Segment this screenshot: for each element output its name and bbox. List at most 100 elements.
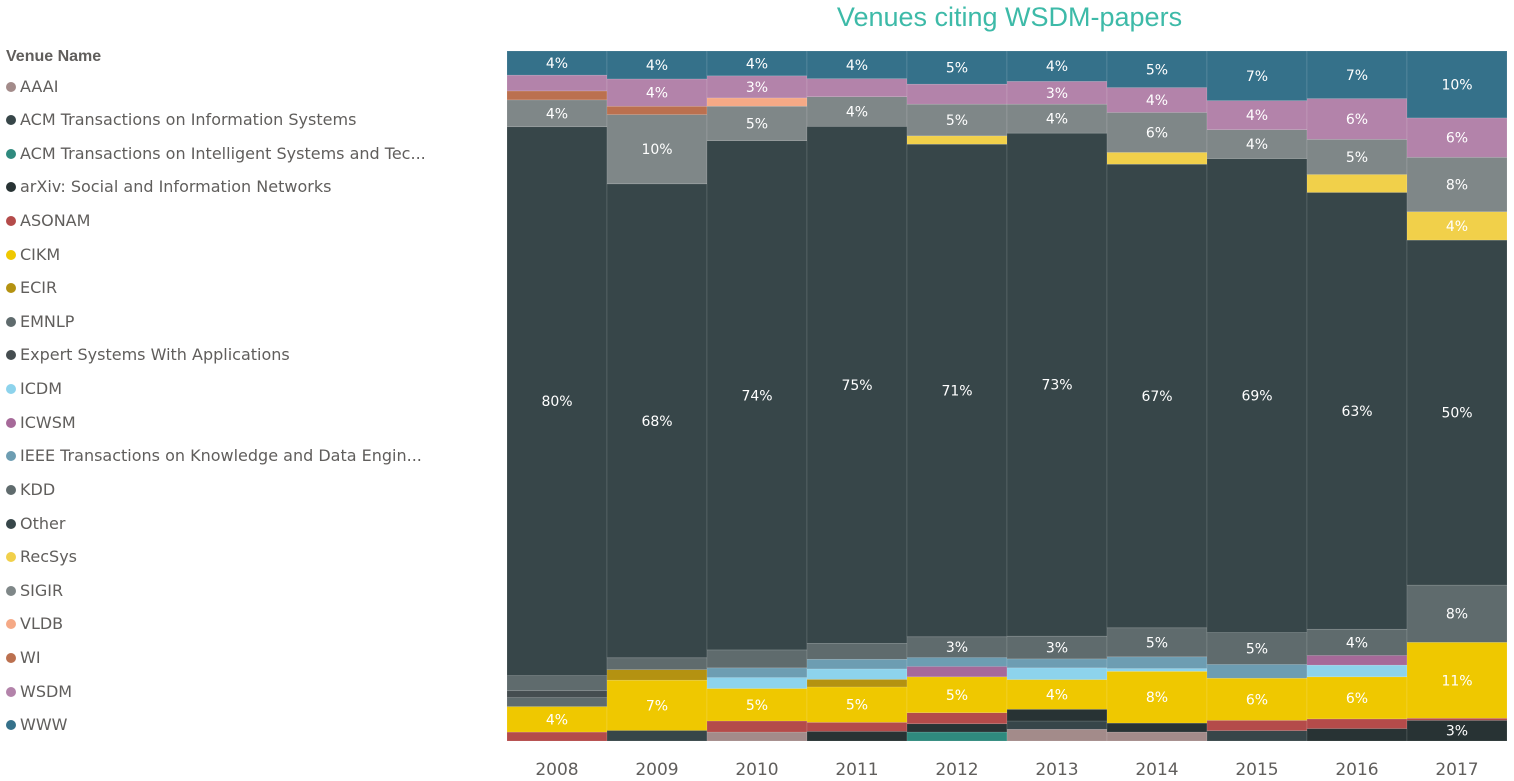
legend-item[interactable]: ACM Transactions on Information Systems — [6, 103, 476, 137]
bar-segment[interactable] — [806, 658, 908, 670]
bar-segment[interactable] — [1006, 658, 1108, 669]
bar-segment[interactable] — [1106, 731, 1208, 742]
bar-segment[interactable] — [1206, 100, 1308, 130]
bar-segment[interactable] — [906, 657, 1008, 667]
bar-segment[interactable] — [606, 657, 708, 670]
bar-segment[interactable] — [1406, 50, 1508, 119]
bar-segment[interactable] — [606, 114, 708, 185]
bar-segment[interactable] — [1106, 722, 1208, 733]
bar-segment[interactable] — [1106, 671, 1208, 724]
legend-item[interactable]: arXiv: Social and Information Networks — [6, 170, 476, 204]
bar-segment[interactable] — [1406, 211, 1508, 241]
bar-segment[interactable] — [1106, 152, 1208, 165]
bar-segment[interactable] — [506, 126, 608, 676]
legend-item[interactable]: Other — [6, 507, 476, 541]
bar-segment[interactable] — [1206, 158, 1308, 633]
bar-segment[interactable] — [1306, 664, 1408, 678]
bar-segment[interactable] — [1306, 718, 1408, 729]
legend-item[interactable]: RecSys — [6, 540, 476, 574]
bar-segment[interactable] — [506, 90, 608, 101]
bar-segment[interactable] — [706, 720, 808, 733]
bar-segment[interactable] — [806, 78, 908, 98]
bar-segment[interactable] — [706, 105, 808, 141]
legend-item[interactable]: ECIR — [6, 271, 476, 305]
bar-segment[interactable] — [506, 690, 608, 698]
bar-segment[interactable] — [1006, 720, 1108, 730]
bar-segment[interactable] — [1306, 174, 1408, 193]
bar-segment[interactable] — [906, 50, 1008, 85]
bar-segment[interactable] — [1406, 117, 1508, 158]
legend-item[interactable]: ICWSM — [6, 406, 476, 440]
bar-segment[interactable] — [706, 97, 808, 107]
bar-segment[interactable] — [906, 723, 1008, 733]
bar-segment[interactable] — [906, 666, 1008, 678]
bar-segment[interactable] — [606, 679, 708, 731]
bar-segment[interactable] — [1406, 156, 1508, 213]
legend-item[interactable]: Expert Systems With Applications — [6, 338, 476, 372]
bar-segment[interactable] — [1206, 730, 1308, 742]
legend-item[interactable]: KDD — [6, 473, 476, 507]
bar-segment[interactable] — [1406, 239, 1508, 586]
bar-segment[interactable] — [506, 50, 608, 76]
bar-segment[interactable] — [706, 731, 808, 742]
bar-segment[interactable] — [1106, 656, 1208, 669]
bar-segment[interactable] — [906, 731, 1008, 742]
bar-segment[interactable] — [1406, 717, 1508, 721]
legend-item[interactable]: IEEE Transactions on Knowledge and Data … — [6, 439, 476, 473]
legend-item[interactable]: WSDM — [6, 675, 476, 709]
bar-segment[interactable] — [706, 677, 808, 689]
legend-item[interactable]: WWW — [6, 708, 476, 742]
bar-segment[interactable] — [1306, 50, 1408, 99]
legend-item[interactable]: ICDM — [6, 372, 476, 406]
bar-segment[interactable] — [1306, 728, 1408, 742]
bar-segment[interactable] — [1006, 679, 1108, 710]
legend-item[interactable]: AAAI — [6, 70, 476, 104]
bar-segment[interactable] — [1006, 132, 1108, 637]
bar-segment[interactable] — [906, 143, 1008, 638]
bar-segment[interactable] — [806, 679, 908, 688]
bar-segment[interactable] — [906, 103, 1008, 137]
bar-segment[interactable] — [1306, 676, 1408, 720]
bar-segment[interactable] — [606, 730, 708, 742]
bar-segment[interactable] — [1006, 667, 1108, 680]
bar-segment[interactable] — [906, 676, 1008, 714]
bar-segment[interactable] — [1006, 708, 1108, 722]
legend-item[interactable]: VLDB — [6, 607, 476, 641]
bar-segment[interactable] — [806, 686, 908, 723]
legend-item[interactable]: WI — [6, 641, 476, 675]
bar-segment[interactable] — [606, 78, 708, 107]
bar-segment[interactable] — [1206, 50, 1308, 101]
bar-segment[interactable] — [1006, 728, 1108, 742]
bar-segment[interactable] — [1406, 642, 1508, 719]
bar-segment[interactable] — [1206, 719, 1308, 731]
bar-segment[interactable] — [1106, 668, 1208, 672]
bar-segment[interactable] — [606, 183, 708, 659]
bar-segment[interactable] — [806, 50, 908, 80]
bar-segment[interactable] — [706, 667, 808, 678]
bar-segment[interactable] — [506, 731, 608, 742]
bar-segment[interactable] — [906, 712, 1008, 725]
legend-item[interactable]: EMNLP — [6, 305, 476, 339]
bar-segment[interactable] — [1006, 103, 1108, 134]
bar-segment[interactable] — [806, 721, 908, 732]
bar-segment[interactable] — [1206, 677, 1308, 721]
bar-segment[interactable] — [506, 697, 608, 707]
legend-item[interactable]: ASONAM — [6, 204, 476, 238]
bar-segment[interactable] — [606, 50, 708, 80]
bar-segment[interactable] — [1306, 98, 1408, 140]
bar-segment[interactable] — [1306, 628, 1408, 656]
bar-segment[interactable] — [506, 74, 608, 92]
bar-segment[interactable] — [1206, 664, 1308, 679]
bar-segment[interactable] — [1006, 50, 1108, 82]
bar-segment[interactable] — [806, 126, 908, 644]
bar-segment[interactable] — [606, 669, 708, 681]
bar-segment[interactable] — [506, 706, 608, 733]
bar-segment[interactable] — [1306, 655, 1408, 666]
bar-segment[interactable] — [1106, 163, 1208, 629]
bar-segment[interactable] — [706, 649, 808, 669]
legend-item[interactable]: ACM Transactions on Intelligent Systems … — [6, 137, 476, 171]
bar-segment[interactable] — [1106, 50, 1208, 88]
bar-segment[interactable] — [806, 643, 908, 660]
bar-segment[interactable] — [906, 135, 1008, 145]
bar-segment[interactable] — [1406, 584, 1508, 643]
